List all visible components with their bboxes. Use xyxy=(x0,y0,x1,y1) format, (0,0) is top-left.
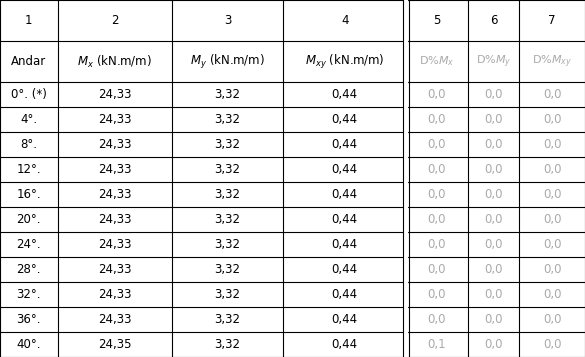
Text: 0,0: 0,0 xyxy=(543,88,562,101)
Text: 0°. (*): 0°. (*) xyxy=(11,88,47,101)
Text: 0,44: 0,44 xyxy=(332,163,358,176)
Text: 0,44: 0,44 xyxy=(332,263,358,276)
Text: 0,0: 0,0 xyxy=(543,263,562,276)
Text: 4°.: 4°. xyxy=(20,113,37,126)
Text: $M_y$ (kN.m/m): $M_y$ (kN.m/m) xyxy=(190,52,265,71)
Text: 0,0: 0,0 xyxy=(428,313,446,326)
Text: 0,0: 0,0 xyxy=(428,88,446,101)
Text: 0,44: 0,44 xyxy=(332,88,358,101)
Text: 8°.: 8°. xyxy=(20,138,37,151)
Text: 0,0: 0,0 xyxy=(484,88,503,101)
Text: 0,0: 0,0 xyxy=(484,238,503,251)
Text: 0,0: 0,0 xyxy=(428,288,446,301)
Text: 6: 6 xyxy=(490,14,497,27)
Text: 0,0: 0,0 xyxy=(428,238,446,251)
Text: 12°.: 12°. xyxy=(16,163,41,176)
Text: 0,0: 0,0 xyxy=(428,213,446,226)
Text: D%$M_{xy}$: D%$M_{xy}$ xyxy=(532,54,572,70)
Text: 0,0: 0,0 xyxy=(543,213,562,226)
Text: 0,0: 0,0 xyxy=(543,113,562,126)
Text: 3,32: 3,32 xyxy=(215,163,240,176)
Text: 3,32: 3,32 xyxy=(215,88,240,101)
Text: 0,1: 0,1 xyxy=(428,338,446,351)
Text: 24,33: 24,33 xyxy=(98,213,132,226)
Text: 0,0: 0,0 xyxy=(428,138,446,151)
Text: 24,33: 24,33 xyxy=(98,138,132,151)
Text: 5: 5 xyxy=(433,14,441,27)
Text: Andar: Andar xyxy=(11,55,46,68)
Text: 3,32: 3,32 xyxy=(215,113,240,126)
Text: 3,32: 3,32 xyxy=(215,213,240,226)
Text: 0,0: 0,0 xyxy=(543,338,562,351)
Text: 7: 7 xyxy=(549,14,556,27)
Text: 3,32: 3,32 xyxy=(215,238,240,251)
Text: 0,0: 0,0 xyxy=(428,163,446,176)
Text: 0,0: 0,0 xyxy=(484,113,503,126)
Text: 3,32: 3,32 xyxy=(215,138,240,151)
Text: 1: 1 xyxy=(25,14,33,27)
Text: 0,0: 0,0 xyxy=(484,313,503,326)
Text: $M_x$ (kN.m/m): $M_x$ (kN.m/m) xyxy=(77,54,152,70)
Text: 0,0: 0,0 xyxy=(543,163,562,176)
Text: 24,33: 24,33 xyxy=(98,238,132,251)
Text: 0,0: 0,0 xyxy=(543,313,562,326)
Text: 0,0: 0,0 xyxy=(428,113,446,126)
Text: 0,0: 0,0 xyxy=(543,288,562,301)
Text: 24,33: 24,33 xyxy=(98,188,132,201)
Text: 0,0: 0,0 xyxy=(543,138,562,151)
Text: 24,33: 24,33 xyxy=(98,263,132,276)
Text: 3,32: 3,32 xyxy=(215,288,240,301)
Text: D%$M_y$: D%$M_y$ xyxy=(476,54,511,70)
Text: 0,0: 0,0 xyxy=(484,138,503,151)
Text: 0,0: 0,0 xyxy=(484,213,503,226)
Text: 0,44: 0,44 xyxy=(332,213,358,226)
Text: 24,33: 24,33 xyxy=(98,313,132,326)
Text: 40°.: 40°. xyxy=(16,338,41,351)
Text: 16°.: 16°. xyxy=(16,188,41,201)
Text: 0,0: 0,0 xyxy=(428,188,446,201)
Text: 4: 4 xyxy=(341,14,349,27)
Text: 0,44: 0,44 xyxy=(332,313,358,326)
Text: 28°.: 28°. xyxy=(16,263,41,276)
Text: 24,33: 24,33 xyxy=(98,88,132,101)
Text: 0,44: 0,44 xyxy=(332,113,358,126)
Text: 24,33: 24,33 xyxy=(98,163,132,176)
Text: 36°.: 36°. xyxy=(16,313,41,326)
Text: 3,32: 3,32 xyxy=(215,188,240,201)
Text: $M_{xy}$ (kN.m/m): $M_{xy}$ (kN.m/m) xyxy=(305,52,384,71)
Text: 3,32: 3,32 xyxy=(215,338,240,351)
Text: 0,0: 0,0 xyxy=(484,263,503,276)
Text: 24,33: 24,33 xyxy=(98,113,132,126)
Text: 3,32: 3,32 xyxy=(215,263,240,276)
Text: 0,44: 0,44 xyxy=(332,288,358,301)
Text: 2: 2 xyxy=(111,14,118,27)
Text: 0,0: 0,0 xyxy=(484,163,503,176)
Text: 32°.: 32°. xyxy=(16,288,41,301)
Text: 24,33: 24,33 xyxy=(98,288,132,301)
Text: 0,0: 0,0 xyxy=(484,338,503,351)
Text: 0,0: 0,0 xyxy=(543,238,562,251)
Text: 24,35: 24,35 xyxy=(98,338,132,351)
Text: 0,0: 0,0 xyxy=(484,288,503,301)
Text: 3: 3 xyxy=(224,14,231,27)
Text: D%$M_x$: D%$M_x$ xyxy=(419,55,455,69)
Text: 0,44: 0,44 xyxy=(332,338,358,351)
Text: 0,44: 0,44 xyxy=(332,138,358,151)
Text: 0,0: 0,0 xyxy=(428,263,446,276)
Text: 20°.: 20°. xyxy=(16,213,41,226)
Text: 0,44: 0,44 xyxy=(332,188,358,201)
Text: 0,0: 0,0 xyxy=(543,188,562,201)
Text: 24°.: 24°. xyxy=(16,238,41,251)
Text: 3,32: 3,32 xyxy=(215,313,240,326)
Text: 0,0: 0,0 xyxy=(484,188,503,201)
Text: 0,44: 0,44 xyxy=(332,238,358,251)
